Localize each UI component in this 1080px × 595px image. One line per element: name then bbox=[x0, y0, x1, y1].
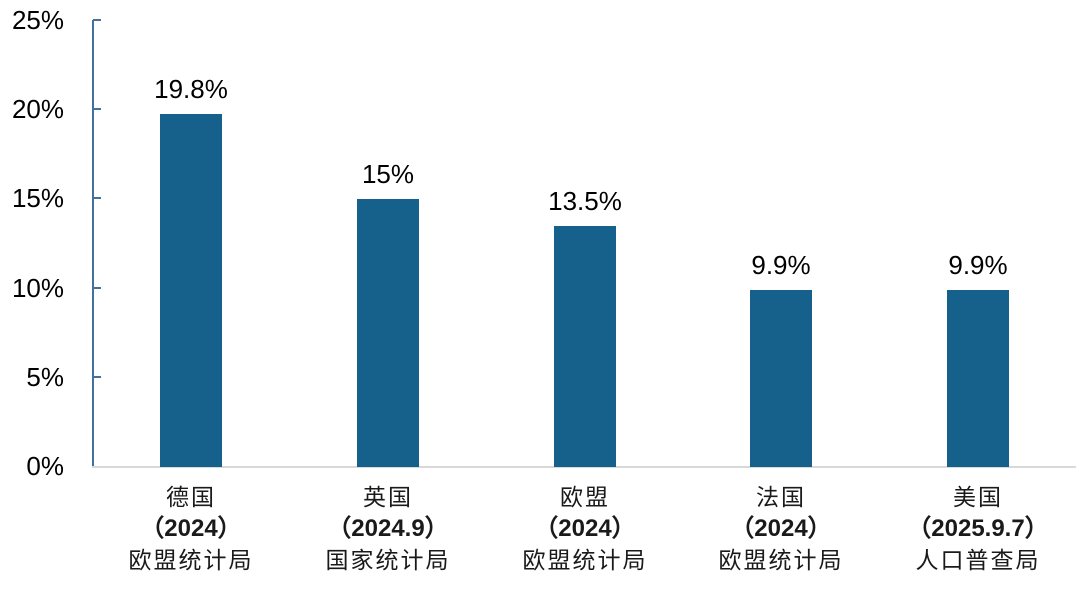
bar bbox=[947, 290, 1009, 467]
category-label: 法国 （2024） 欧盟统计局 bbox=[631, 482, 931, 576]
category-label: 英国 （2024.9） 国家统计局 bbox=[238, 482, 538, 576]
category-source: 欧盟统计局 bbox=[718, 548, 844, 573]
bar bbox=[357, 199, 419, 467]
y-tick-mark bbox=[93, 286, 101, 289]
category-country: 法国 bbox=[756, 485, 806, 510]
bar-value-label: 19.8% bbox=[154, 74, 228, 104]
y-tick-label: 25% bbox=[11, 5, 64, 35]
y-tick-label: 10% bbox=[11, 272, 64, 303]
y-tick-mark bbox=[93, 108, 101, 111]
bar-value-label: 9.9% bbox=[751, 250, 811, 280]
y-tick-label: 20% bbox=[11, 94, 64, 125]
bar-value-label: 13.5% bbox=[548, 186, 622, 216]
y-tick-mark bbox=[93, 375, 101, 378]
y-tick-label: 0% bbox=[26, 451, 64, 481]
y-tick-mark bbox=[93, 197, 101, 200]
bar bbox=[554, 226, 616, 467]
y-tick-label: 15% bbox=[11, 183, 64, 214]
category-country: 德国 bbox=[166, 485, 216, 510]
category-source: 国家统计局 bbox=[325, 548, 451, 573]
bar-value-label: 9.9% bbox=[948, 250, 1008, 280]
category-label: 美国 （2025.9.7） 人口普查局 bbox=[828, 482, 1080, 576]
category-country: 欧盟 bbox=[560, 485, 610, 510]
category-label: 欧盟 （2024） 欧盟统计局 bbox=[435, 482, 735, 576]
y-tick-label: 5% bbox=[26, 361, 64, 392]
bar bbox=[160, 114, 222, 467]
category-date: （2025.9.7） bbox=[907, 515, 1049, 542]
category-country: 美国 bbox=[953, 485, 1003, 510]
category-source: 人口普查局 bbox=[915, 548, 1041, 573]
category-date: （2024.9） bbox=[327, 515, 449, 542]
category-source: 欧盟统计局 bbox=[522, 548, 648, 573]
y-axis-line bbox=[92, 20, 94, 468]
category-country: 英国 bbox=[363, 485, 413, 510]
category-date: （2024） bbox=[140, 515, 242, 542]
bar-value-label: 15% bbox=[361, 159, 415, 189]
x-axis-baseline bbox=[92, 466, 1076, 468]
category-label: 德国 （2024） 欧盟统计局 bbox=[41, 482, 341, 576]
category-date: （2024） bbox=[730, 515, 832, 542]
category-source: 欧盟统计局 bbox=[128, 548, 254, 573]
y-tick-mark bbox=[93, 19, 101, 21]
category-date: （2024） bbox=[534, 515, 636, 542]
bar bbox=[750, 290, 812, 467]
